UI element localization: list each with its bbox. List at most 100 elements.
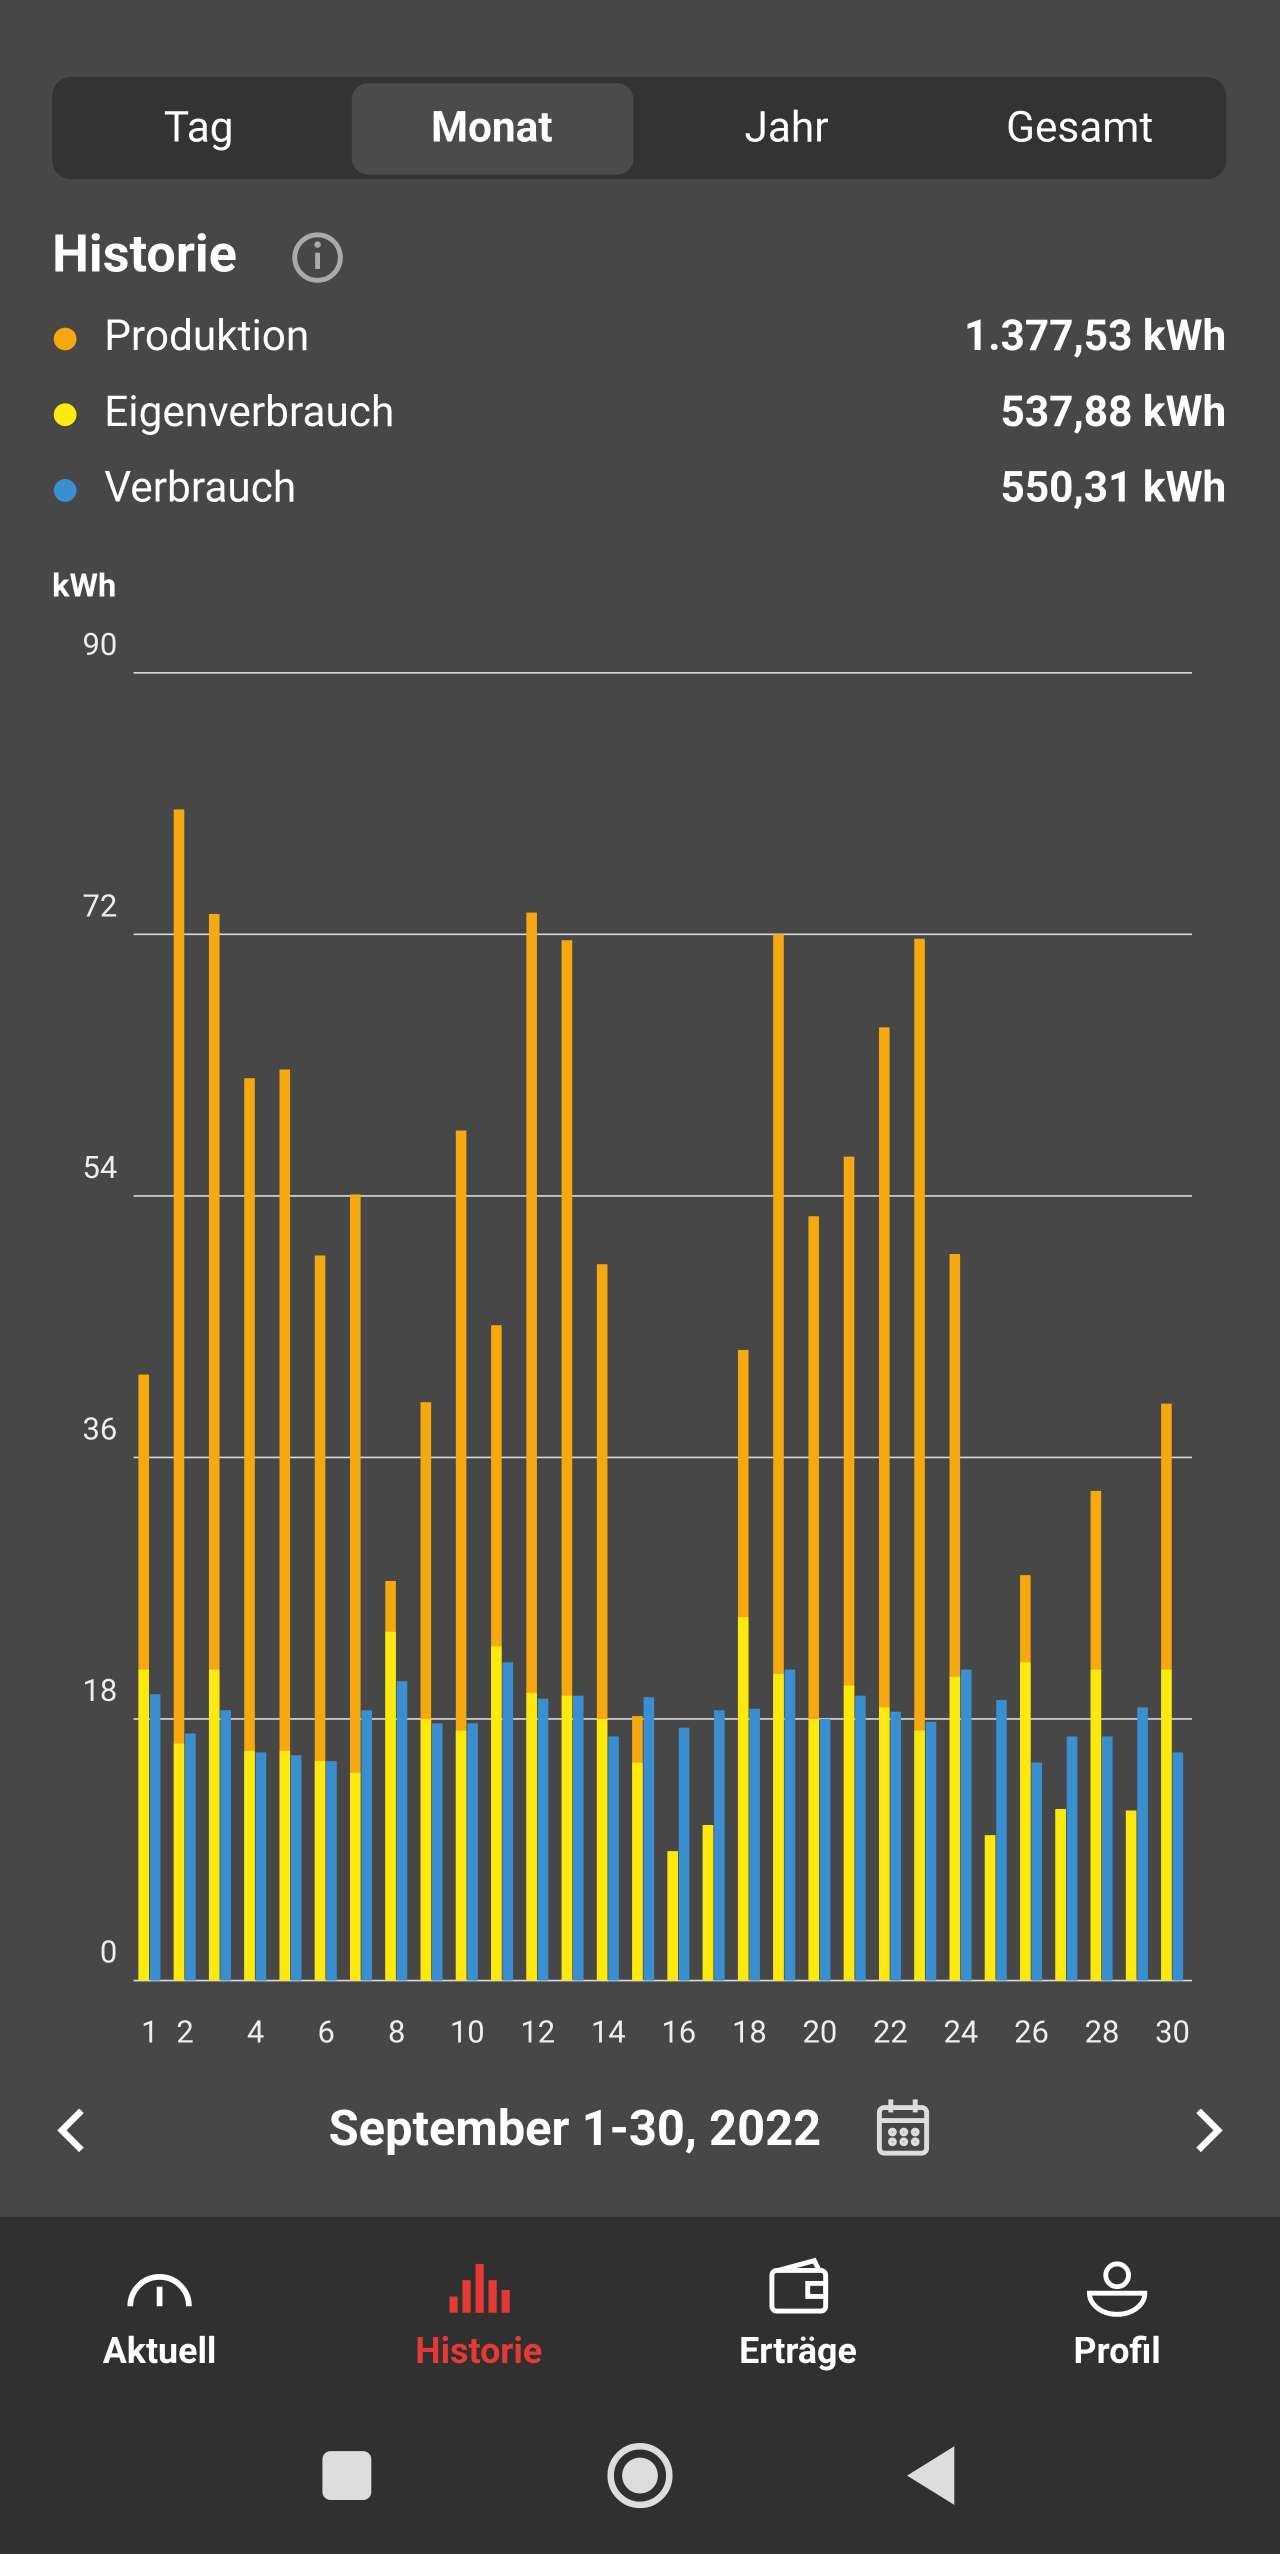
bar [138,1669,150,1981]
bar [561,940,573,1981]
bar [808,1216,820,1981]
info-icon[interactable] [292,232,343,283]
nav-label[interactable]: Profil [1074,2330,1161,2372]
legend-name: Verbrauch [104,464,296,513]
bar [244,1078,255,1981]
bar [526,1692,537,1981]
nav-label[interactable]: Erträge [739,2330,857,2372]
system-home[interactable] [607,2443,673,2509]
bar [996,1700,1007,1981]
system-back[interactable] [907,2446,955,2505]
bar [220,1710,231,1981]
legend-total: 550,31 kWh [1001,464,1227,513]
x-tick-label: 28 [1085,2013,1120,2050]
y-tick-label: 0 [100,1934,117,1971]
x-tick-label: 14 [591,2013,626,2050]
bar [455,1130,467,1981]
bar [1125,1810,1137,1981]
bar [537,1698,549,1981]
date-range: September 1-30, 2022 [329,2100,822,2157]
bar [632,1762,643,1981]
tab-bar [52,76,1227,180]
bar [173,809,185,1981]
bar [949,1676,961,1981]
nav-icon[interactable] [127,2274,192,2307]
bar [608,1736,619,1981]
bar [678,1727,690,1981]
bar [714,1710,725,1981]
nav-icon[interactable] [769,2257,829,2314]
legend-dot [53,479,77,502]
bar [502,1662,514,1981]
x-tick-label: 10 [450,2013,485,2050]
legend-dot [53,327,77,351]
bar [784,1669,796,1981]
nav-icon[interactable] [449,2263,510,2313]
bar [855,1695,866,1981]
tab[interactable]: Monat [431,104,553,153]
bar [949,1254,961,1981]
bar [737,1617,749,1981]
bar [314,1255,326,1981]
nav-label[interactable]: Aktuell [103,2330,217,2372]
legend-total: 537,88 kWh [1001,388,1227,437]
legend-dot [53,403,77,427]
bar [1020,1662,1031,1981]
bar [808,1718,820,1981]
x-tick-label: 8 [388,2013,405,2050]
bar [467,1723,478,1981]
bar [749,1708,760,1981]
bar [561,1695,573,1981]
bar [526,912,537,1981]
x-tick-label: 24 [944,2013,979,2050]
bar [455,1730,467,1981]
y-tick-label: 90 [82,626,117,663]
bar [1090,1669,1102,1981]
x-tick-label: 6 [317,2013,334,2050]
bar [149,1694,161,1981]
bottom-nav [0,2216,1280,2554]
bar [350,1194,361,1981]
bar [878,1707,890,1981]
calendar-icon[interactable] [876,2099,930,2156]
bar [290,1755,302,1981]
bar [1161,1669,1172,1981]
bar [1101,1736,1113,1981]
system-recents[interactable] [322,2451,372,2501]
legend-total: 1.377,53 kWh [964,312,1226,361]
tab[interactable]: Gesamt [1006,104,1153,153]
nav-icon[interactable] [1087,2261,1148,2317]
y-tick-label: 18 [82,1672,117,1709]
bar [208,914,220,1981]
bar [914,1730,925,1981]
bar [361,1710,372,1981]
legend-name: Produktion [104,312,309,361]
bar [702,1825,714,1981]
tab[interactable]: Jahr [745,104,829,153]
bar [420,1718,432,1981]
bar [173,1743,185,1981]
bar [914,938,925,1981]
y-tick-label: 36 [82,1411,117,1448]
bar [1137,1707,1148,1981]
nav-label[interactable]: Historie [415,2330,542,2372]
bar [431,1723,443,1981]
tab[interactable]: Tag [164,104,234,153]
bar [984,1835,996,1981]
bar [279,1750,291,1981]
x-tick-label: 4 [247,2013,264,2050]
x-tick-label: 18 [732,2013,767,2050]
bar [1031,1762,1043,1981]
next-button[interactable] [1196,2108,1223,2153]
bar [819,1718,831,1981]
x-tick-label: 12 [520,2013,555,2050]
bar [1172,1752,1184,1981]
x-tick-label: 20 [802,2013,837,2050]
prev-button[interactable] [57,2108,84,2153]
y-tick-label: 72 [82,887,117,924]
bar [420,1402,432,1981]
selected-tab [351,83,634,175]
